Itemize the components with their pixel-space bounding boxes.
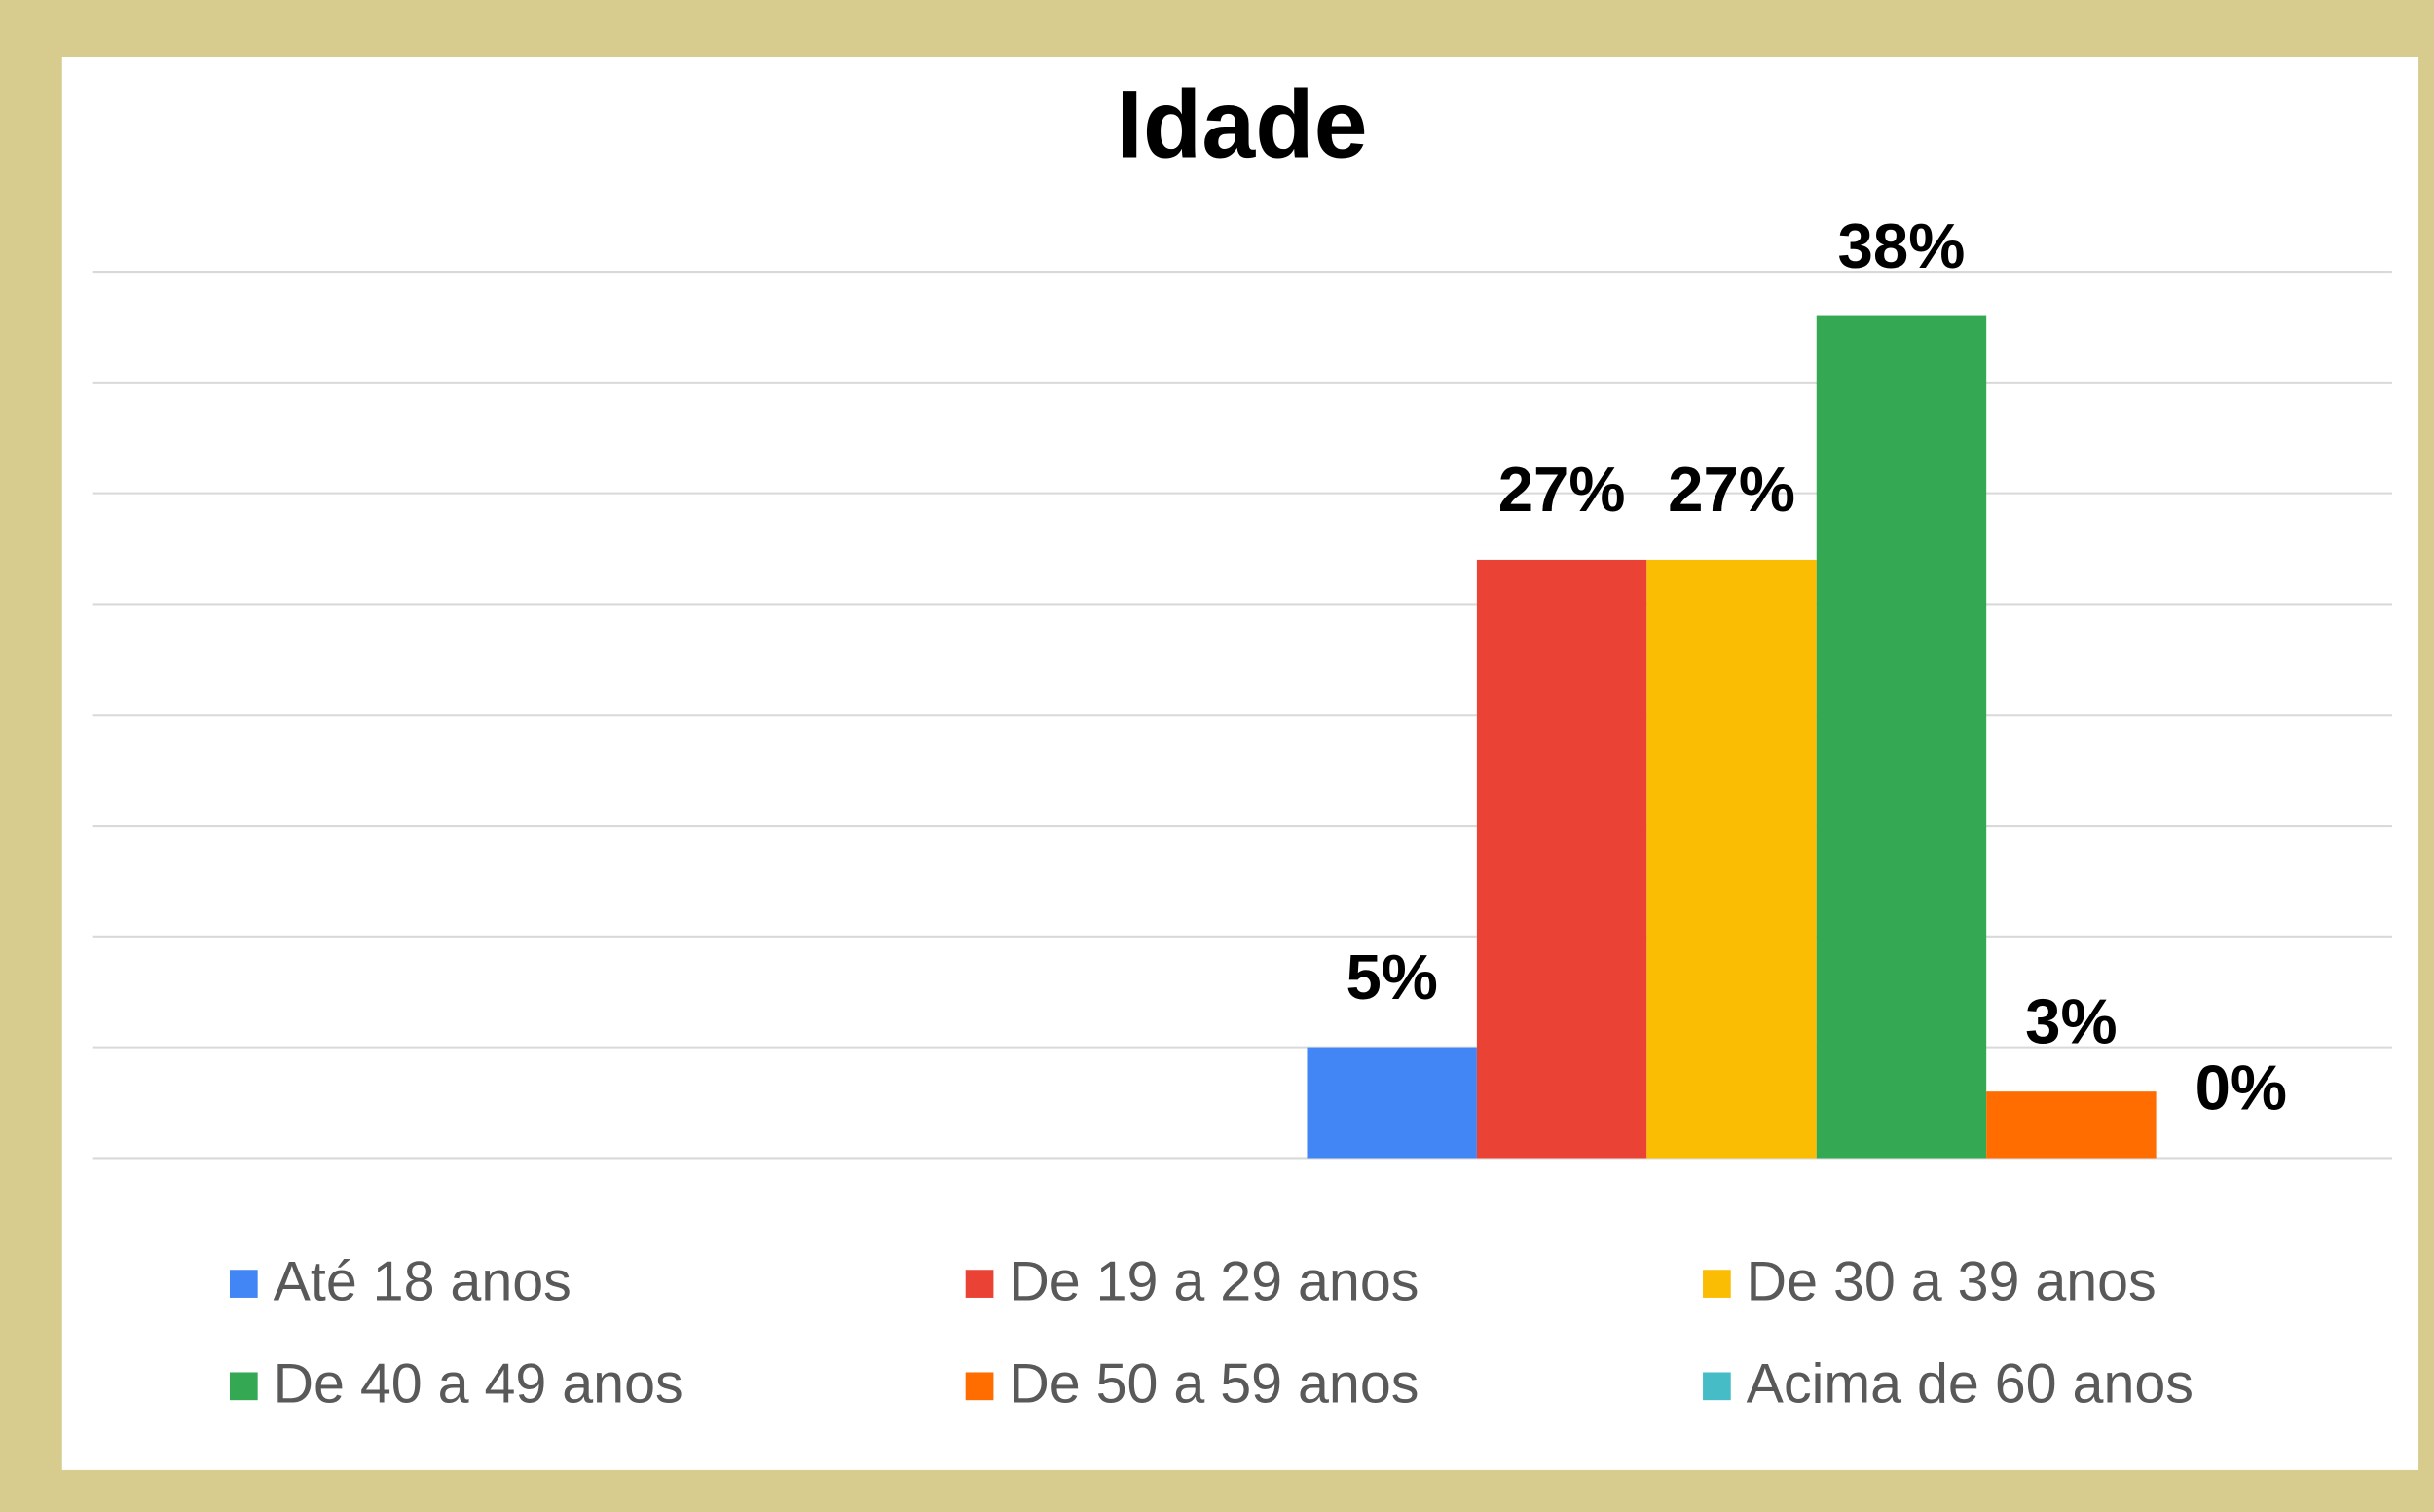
legend-swatch bbox=[965, 1270, 994, 1298]
legend-label: Acima de 60 anos bbox=[1747, 1353, 2194, 1416]
value-label: 27% bbox=[1668, 454, 1795, 525]
legend-label: De 19 a 29 anos bbox=[1009, 1250, 1419, 1312]
legend-swatch bbox=[229, 1372, 258, 1401]
chart-panel bbox=[61, 57, 2419, 1470]
bar bbox=[1476, 559, 1647, 1159]
bar bbox=[1307, 1047, 1477, 1159]
legend-swatch bbox=[229, 1270, 258, 1298]
chart-title: Idade bbox=[1116, 71, 1367, 178]
legend-swatch bbox=[965, 1372, 994, 1401]
legend-swatch bbox=[1703, 1372, 1731, 1401]
value-label: 3% bbox=[2025, 985, 2117, 1056]
legend-label: De 40 a 49 anos bbox=[274, 1353, 683, 1416]
legend-label: De 30 a 39 anos bbox=[1747, 1250, 2157, 1312]
legend-label: Até 18 anos bbox=[274, 1250, 572, 1312]
bar bbox=[1986, 1091, 2157, 1159]
value-label: 27% bbox=[1498, 454, 1626, 525]
bar bbox=[1646, 559, 1817, 1159]
bar bbox=[1816, 315, 1987, 1159]
legend-label: De 50 a 59 anos bbox=[1009, 1353, 1419, 1416]
legend-swatch bbox=[1703, 1270, 1731, 1298]
value-label: 38% bbox=[1838, 210, 1966, 281]
value-label: 5% bbox=[1346, 941, 1437, 1013]
value-label: 0% bbox=[2195, 1052, 2287, 1124]
